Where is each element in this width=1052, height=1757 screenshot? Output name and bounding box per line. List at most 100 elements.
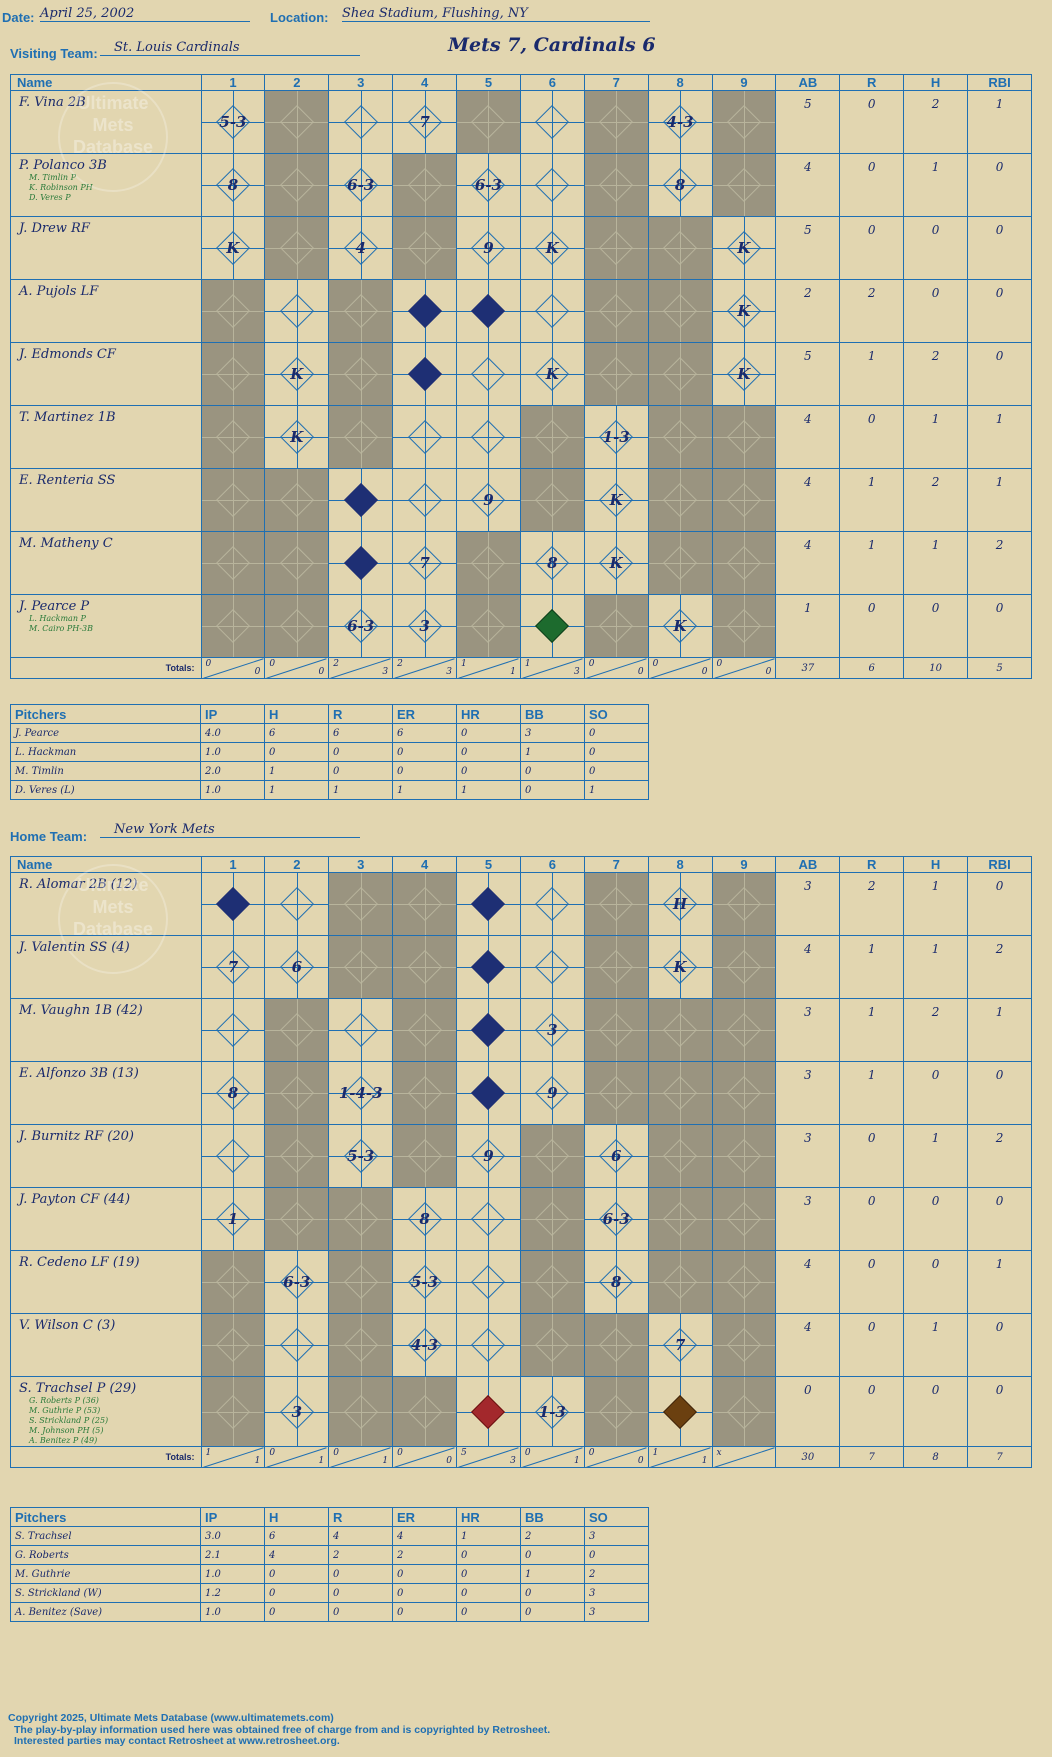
stat-rbi: 0 <box>967 1376 1032 1447</box>
visitor-pitching-table: Pitchers IP H R ER HR BB SO J. Pearce 4.0 6 6 6 0 3 0 L.… <box>10 704 649 800</box>
at-bat-cell <box>456 1061 521 1125</box>
basepath-diamond <box>279 168 314 202</box>
play-notation: H <box>672 895 688 913</box>
basepath-diamond <box>215 1013 250 1047</box>
pitcher-stat: 6 <box>328 723 393 743</box>
play-notation: 3 <box>419 617 430 635</box>
pitcher-stat: 6 <box>264 723 329 743</box>
stat-ab: 1 <box>775 594 841 658</box>
basepath-diamond <box>726 105 761 139</box>
basepath-diamond <box>726 609 761 643</box>
basepath-diamond <box>599 1076 634 1110</box>
play-notation: 7 <box>674 1336 686 1354</box>
basepath-diamond <box>599 950 634 984</box>
watermark-text: Ultimate Mets Database <box>72 93 154 157</box>
batter-row: J. Payton CF (44) 1 8 6-3 3 0 0 0 <box>10 1187 1032 1251</box>
inning-header-8: 8 <box>647 856 713 873</box>
batter-row: T. Martinez 1B K 1-3 4 0 1 1 <box>10 405 1032 469</box>
basepath-diamond <box>407 231 442 265</box>
basepath-diamond <box>407 1076 442 1110</box>
stat-r: 1 <box>839 468 905 532</box>
play-notation: 8 <box>419 1210 430 1228</box>
at-bat-cell <box>711 935 777 999</box>
pitching-header: SO <box>584 704 649 724</box>
at-bat-cell: 5-3 <box>328 1124 394 1188</box>
at-bat-cell <box>647 216 713 280</box>
inning-hits: 1 <box>254 1456 261 1466</box>
batter-name: R. Cedeno LF (19) <box>19 1255 140 1270</box>
pitcher-row: D. Veres (L) 1.0 1 1 1 1 0 1 <box>10 780 649 800</box>
inning-hits: 1 <box>701 1456 708 1466</box>
inning-header-1: 1 <box>200 856 266 873</box>
batter-row: J. Drew RF K 4 9 K K 5 0 0 0 <box>10 216 1032 280</box>
at-bat-cell: K <box>647 594 713 658</box>
stat-rbi: 2 <box>967 1124 1032 1188</box>
pitcher-row: L. Hackman 1.0 0 0 0 0 1 0 <box>10 742 649 762</box>
pitcher-name: A. Benitez (Save) <box>10 1602 201 1622</box>
basepath-diamond <box>726 1076 761 1110</box>
basepath-diamond <box>663 1265 698 1299</box>
total-h: 8 <box>903 1446 969 1468</box>
at-bat-cell <box>456 1187 521 1251</box>
pitcher-stat: 1 <box>520 1564 585 1584</box>
batter-row: A. Pujols LF K 2 2 0 0 <box>10 279 1032 343</box>
basepath-diamond <box>535 887 570 921</box>
at-bat-cell <box>328 342 394 406</box>
play-notation: K <box>609 554 623 572</box>
stat-h: 1 <box>903 1313 969 1377</box>
pitcher-stat: 1 <box>392 780 457 800</box>
batter-name-cell: J. Edmonds CF <box>10 342 202 406</box>
inning-runs: 0 <box>397 1448 403 1458</box>
batter-row: J. Edmonds CF K K K 5 1 2 0 <box>10 342 1032 406</box>
play-notation: 8 <box>227 1084 239 1102</box>
at-bat-cell: 7 <box>200 935 266 999</box>
at-bat-cell <box>583 998 649 1062</box>
at-bat-cell <box>647 1187 713 1251</box>
inning-header-6: 6 <box>519 856 585 873</box>
retrosheet-notice: The play-by-play information used here w… <box>14 1724 551 1736</box>
pitcher-stat: 0 <box>456 742 521 762</box>
at-bat-cell <box>392 1124 458 1188</box>
basepath-diamond <box>599 168 634 202</box>
pitching-header: HR <box>456 704 521 724</box>
basepath-diamond <box>215 294 250 328</box>
inning-hits: 3 <box>382 667 389 677</box>
at-bat-cell <box>711 405 777 469</box>
at-bat-cell: 5-3 <box>200 90 266 154</box>
play-notation: 5-3 <box>411 1273 439 1291</box>
at-bat-cell <box>711 468 777 532</box>
at-bat-cell: 6-3 <box>583 1187 649 1251</box>
play-notation: K <box>545 239 559 257</box>
batter-name: M. Matheny C <box>19 536 113 551</box>
at-bat-cell <box>519 594 585 658</box>
play-notation: 6-3 <box>283 1273 311 1291</box>
pitcher-stat: 4 <box>328 1526 393 1546</box>
basepath-diamond <box>726 1202 761 1236</box>
play-notation: K <box>737 365 751 383</box>
basepath-diamond <box>726 950 761 984</box>
stat-rbi: 0 <box>967 342 1032 406</box>
stat-rbi: 0 <box>967 1187 1032 1251</box>
header-row: Name 1 2 3 4 5 6 7 8 9 AB R H RBI <box>10 74 1032 91</box>
pitcher-row: A. Benitez (Save) 1.0 0 0 0 0 0 3 <box>10 1602 649 1622</box>
inning-header-5: 5 <box>456 74 521 91</box>
at-bat-cell <box>456 90 521 154</box>
basepath-diamond <box>215 420 250 454</box>
inning-hits: 3 <box>510 1456 516 1466</box>
pitching-header: IP <box>200 1507 265 1527</box>
at-bat-cell <box>583 342 649 406</box>
basepath-diamond <box>726 1328 761 1362</box>
batter-row: J. Pearce P L. Hackman P M. Cairo PH-3B 6-3… <box>10 594 1032 658</box>
at-bat-cell <box>392 1376 458 1447</box>
pitcher-stat: 0 <box>392 742 457 762</box>
basepath-diamond <box>726 546 761 580</box>
play-notation: 3 <box>547 1021 558 1039</box>
total-rbi: 7 <box>967 1446 1032 1468</box>
pitcher-stat: 0 <box>520 761 585 781</box>
basepath-diamond <box>726 168 761 202</box>
at-bat-cell <box>647 468 713 532</box>
at-bat-cell <box>456 405 521 469</box>
inning-header-9: 9 <box>711 74 777 91</box>
pitcher-stat: 4 <box>392 1526 457 1546</box>
at-bat-cell <box>200 531 266 595</box>
